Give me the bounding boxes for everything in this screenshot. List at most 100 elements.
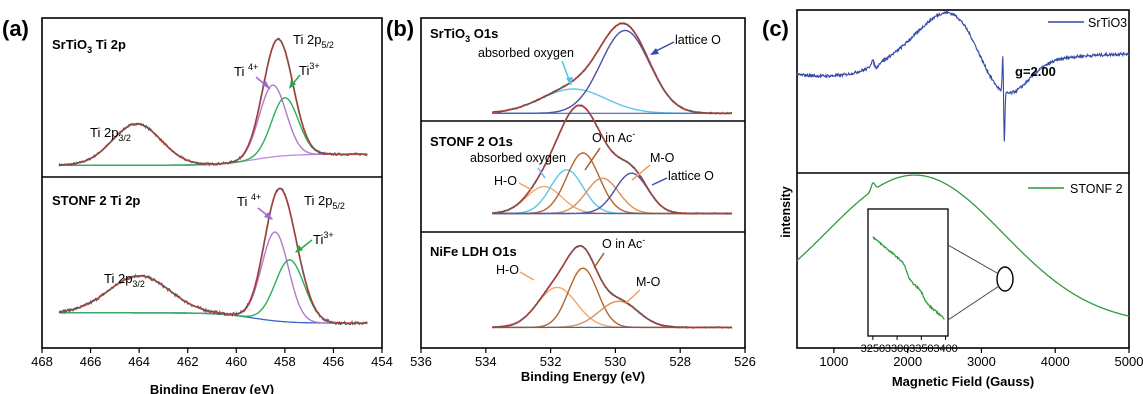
x-tick-label: 530 <box>605 354 627 369</box>
label-o-in-ac-2: O in Ac- <box>592 129 635 145</box>
fit-envelope-curve <box>59 38 368 166</box>
x-tick-label: 5000 <box>1115 354 1143 369</box>
arrow-ho-2 <box>518 182 533 191</box>
panel-a-x-axis: 468 466 464 462 460 458 456 454 <box>31 348 393 369</box>
panel-a: (a) SrTiO3 Ti 2p STONF 2 Ti 2p Ti 2p3/2 … <box>2 16 393 394</box>
arrowhead-ti4-bottom <box>264 212 273 220</box>
epr-srtio3-curve <box>796 9 1130 142</box>
absorbed-oxygen-component-curve <box>492 88 732 114</box>
panel-c-curves <box>796 9 1130 317</box>
x-tick-label: 532 <box>540 354 562 369</box>
x-tick-label: 456 <box>323 354 345 369</box>
x-tick-label: 462 <box>177 354 199 369</box>
label-ho-2: H-O <box>494 174 517 188</box>
label-mo-3: M-O <box>636 275 661 289</box>
panel-b-frame <box>420 17 746 349</box>
panel-c-ylabel: intensity <box>779 186 793 237</box>
x-tick-label: 1000 <box>819 354 848 369</box>
panel-c-x-axis: 1000 2000 3000 4000 5000 <box>819 348 1143 369</box>
x-tick-label: 454 <box>371 354 393 369</box>
panel-a-xlabel: Binding Energy (eV) <box>150 382 274 394</box>
panel-c-frame <box>796 9 1130 349</box>
legend-srtio3: SrTiO3 <box>1088 16 1127 30</box>
panel-a-bottom-curves <box>58 187 368 326</box>
x-tick-label: 466 <box>80 354 102 369</box>
panel-a-top-title: SrTiO3 Ti 2p <box>52 37 126 55</box>
zoom-line-top <box>947 244 998 274</box>
arrowhead-ti3-top <box>289 80 296 89</box>
panel-b-x-axis: 536 534 532 530 528 526 <box>410 348 756 369</box>
arrow-mo-2 <box>631 164 651 181</box>
panel-a-frame <box>41 17 383 349</box>
inset-tick-label: 3350 <box>909 343 933 355</box>
label-ti2p52-bottom: Ti 2p5/2 <box>304 193 345 211</box>
x-tick-label: 4000 <box>1041 354 1070 369</box>
zoom-line-bottom <box>947 285 1000 321</box>
arrow-lattice-o-1 <box>653 41 675 53</box>
panel-b: (b) SrTiO3 O1s STONF 2 O1s NiFe LDH O1s … <box>386 16 756 384</box>
inset-tick-label: 3400 <box>933 343 957 355</box>
arrow-absorbed-oxygen-2 <box>537 167 546 179</box>
panel-a-letter: (a) <box>2 16 29 41</box>
label-ho-3: H-O <box>496 263 519 277</box>
label-ti3-bottom: Ti3+ <box>313 230 334 247</box>
legend-stonf2: STONF 2 <box>1070 182 1123 196</box>
arrowhead-absorbed-oxygen-1 <box>566 77 573 86</box>
inset-stonf2-curve <box>872 236 945 320</box>
x-tick-label: 526 <box>734 354 756 369</box>
panel-a-bottom-title: STONF 2 Ti 2p <box>52 193 140 208</box>
panel-b-title-2: STONF 2 O1s <box>430 134 513 149</box>
label-o-in-ac-3: O in Ac- <box>602 235 645 251</box>
arrow-o-in-ac-3 <box>593 252 605 269</box>
label-ti3-top: Ti3+ <box>299 61 320 78</box>
label-absorbed-oxygen-2: absorbed oxygen <box>470 151 566 165</box>
inset-tick-label: 3300 <box>885 343 909 355</box>
label-ti4-top: Ti 4+ <box>234 62 258 79</box>
fit-envelope-curve <box>492 245 732 329</box>
arrow-mo-3 <box>625 289 641 304</box>
arrow-o-in-ac-2 <box>584 147 601 171</box>
arrowhead-lattice-o-1 <box>650 48 659 55</box>
panel-b-letter: (b) <box>386 16 414 41</box>
label-mo-2: M-O <box>650 151 675 165</box>
inset-frame <box>867 208 949 337</box>
x-tick-label: 536 <box>410 354 432 369</box>
arrowhead-ti3-bottom <box>295 245 303 253</box>
panel-b-title-3: NiFe LDH O1s <box>430 244 517 259</box>
arrowhead-ti4-top <box>262 81 270 89</box>
raw-spectrum-curve <box>58 187 368 326</box>
x-tick-label: 3000 <box>967 354 996 369</box>
inset-x-axis: 3250 3300 3350 3400 <box>861 336 958 355</box>
g-factor-label: g=2.00 <box>1015 64 1056 79</box>
arrow-ho-3 <box>519 271 535 281</box>
inset-tick-label: 3250 <box>861 343 885 355</box>
panel-b-xlabel: Binding Energy (eV) <box>521 369 645 384</box>
panel-b-title-1: SrTiO3 O1s <box>430 26 498 44</box>
label-ti2p32-bottom: Ti 2p3/2 <box>104 271 145 289</box>
fit-envelope-curve <box>58 187 368 325</box>
x-tick-label: 528 <box>669 354 691 369</box>
x-tick-label: 534 <box>475 354 497 369</box>
inset-curve <box>872 236 945 320</box>
panel-b-curves-3 <box>492 244 733 329</box>
x-tick-label: 464 <box>128 354 150 369</box>
x-tick-label: 460 <box>225 354 247 369</box>
epr-stonf2-curve <box>796 174 1130 317</box>
x-tick-label: 2000 <box>893 354 922 369</box>
h-o-component-curve <box>492 185 732 215</box>
x-tick-label: 458 <box>274 354 296 369</box>
x-tick-label: 468 <box>31 354 53 369</box>
raw-spectrum-curve <box>492 21 733 115</box>
label-ti2p32-top: Ti 2p3/2 <box>90 125 131 143</box>
ti3-component-curve <box>59 259 368 324</box>
label-ti2p52-top: Ti 2p5/2 <box>293 32 334 50</box>
label-absorbed-oxygen-1: absorbed oxygen <box>478 46 574 60</box>
label-lattice-o-1: lattice O <box>675 33 721 47</box>
raw-spectrum-curve <box>58 37 368 167</box>
label-lattice-o-2: lattice O <box>668 169 714 183</box>
raw-spectrum-curve <box>491 104 733 216</box>
panel-b-curves-1 <box>492 21 733 115</box>
zoom-ellipse <box>996 266 1014 292</box>
panel-b-curves-2 <box>491 104 733 216</box>
